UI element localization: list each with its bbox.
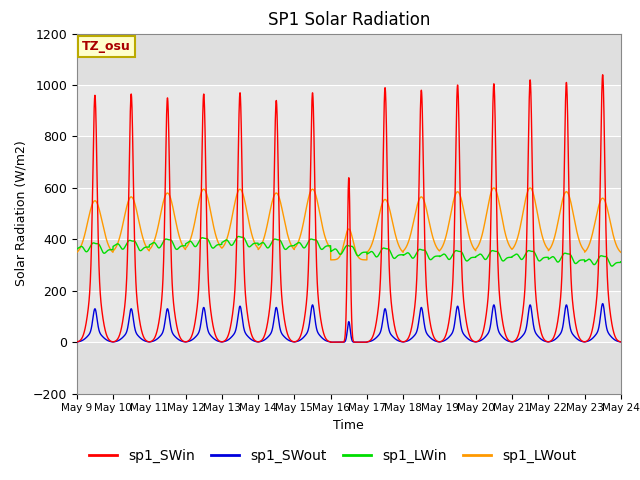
Title: SP1 Solar Radiation: SP1 Solar Radiation: [268, 11, 430, 29]
Legend: sp1_SWin, sp1_SWout, sp1_LWin, sp1_LWout: sp1_SWin, sp1_SWout, sp1_LWin, sp1_LWout: [84, 443, 582, 468]
Bar: [77, 342, 621, 394]
Text: TZ_osu: TZ_osu: [82, 40, 131, 53]
X-axis label: Time: Time: [333, 419, 364, 432]
Y-axis label: Solar Radiation (W/m2): Solar Radiation (W/m2): [14, 141, 27, 287]
Bar: [77, 34, 621, 85]
Bar: [77, 240, 621, 291]
Bar: [77, 136, 621, 188]
